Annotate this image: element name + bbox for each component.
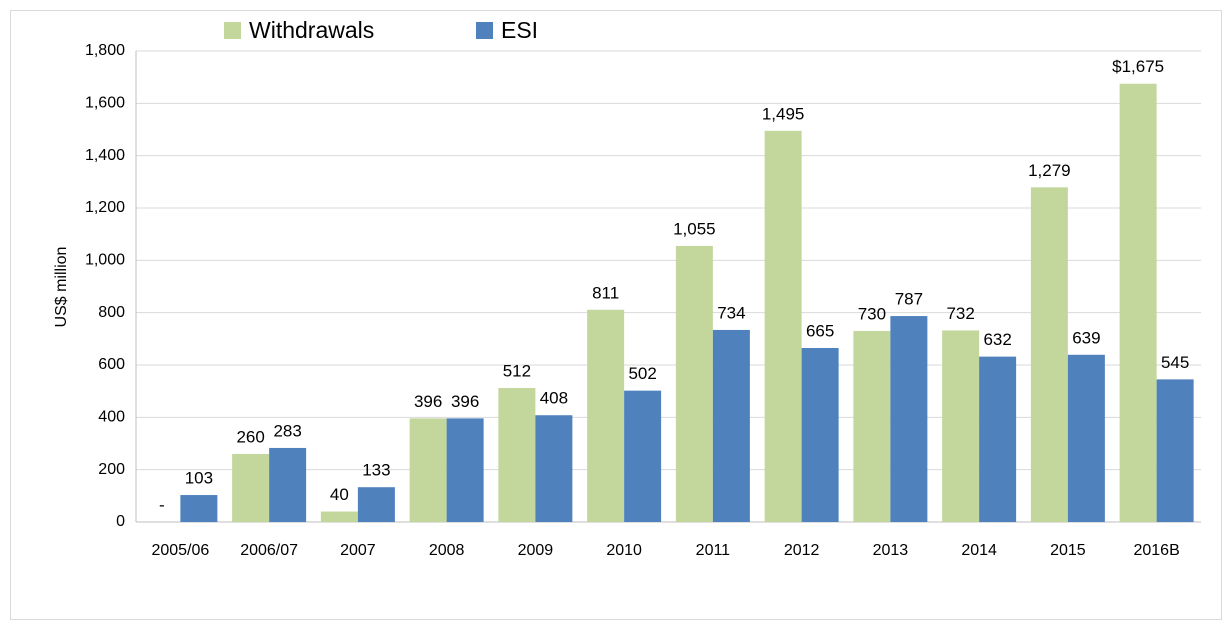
y-tick-label: 400 [98,409,125,426]
value-label: 260 [236,427,264,446]
bar [890,316,928,522]
bar [979,356,1017,522]
value-label: 408 [540,389,568,408]
bar [624,390,662,522]
y-tick-label: 1,800 [85,42,125,59]
y-tick-label: 800 [98,304,125,321]
value-label: 396 [451,392,479,411]
legend-label: ESI [501,17,538,43]
value-label: 103 [185,469,213,488]
x-tick-label: 2009 [518,542,554,559]
value-label: 811 [592,283,619,302]
value-label: 133 [362,461,390,480]
value-label: 732 [946,304,974,323]
value-label: 283 [273,421,301,440]
value-label: 734 [717,303,745,322]
value-label: 396 [414,392,442,411]
bar [587,309,625,522]
bar [180,495,218,522]
y-axis-title: US$ million [53,247,70,328]
x-tick-label: 2011 [696,542,731,559]
bar [712,329,750,522]
bar [446,418,484,522]
y-tick-label: 200 [98,461,125,478]
y-tick-label: 1,000 [85,252,125,269]
legend-label: Withdrawals [249,17,374,43]
x-tick-label: 2005/06 [151,542,209,559]
value-label: - [159,495,165,514]
x-tick-label: 2015 [1050,542,1086,559]
value-label: 1,279 [1028,161,1071,180]
value-label: 787 [895,290,923,309]
bar [764,130,802,522]
value-label: 1,495 [762,104,805,123]
bar [801,347,839,522]
bar [1119,83,1157,522]
x-tick-label: 2014 [961,542,997,559]
bar [942,330,980,522]
bar [1030,187,1068,522]
y-tick-label: 1,400 [85,147,125,164]
value-label: 1,055 [673,219,716,238]
value-label: 632 [983,330,1011,349]
bar [675,245,713,523]
value-label: 502 [628,364,656,383]
bar [269,447,307,522]
x-tick-label: 2008 [429,542,465,559]
x-tick-label: 2010 [606,542,642,559]
y-tick-label: 1,200 [85,199,125,216]
value-label: 545 [1161,353,1189,372]
x-tick-label: 2012 [784,542,820,559]
value-label: $1,675 [1112,57,1164,76]
y-tick-label: 600 [98,356,125,373]
value-label: 512 [503,362,531,381]
legend-swatch [224,22,241,39]
bar [535,415,573,522]
value-label: 665 [806,321,834,340]
bar [357,487,395,522]
value-label: 40 [330,485,349,504]
legend-swatch [476,22,493,39]
bar [232,453,270,522]
bar [1067,354,1105,522]
bar [409,418,447,522]
bar [320,511,358,522]
bar [1156,379,1194,522]
bar [498,388,536,522]
value-label: 639 [1072,328,1100,347]
y-tick-label: 0 [116,513,125,530]
x-tick-label: 2007 [340,542,376,559]
x-tick-label: 2013 [873,542,909,559]
bar [853,330,891,522]
y-tick-label: 1,600 [85,95,125,112]
x-tick-label: 2016B [1133,542,1179,559]
value-label: 730 [858,304,886,323]
x-tick-label: 2006/07 [240,542,298,559]
